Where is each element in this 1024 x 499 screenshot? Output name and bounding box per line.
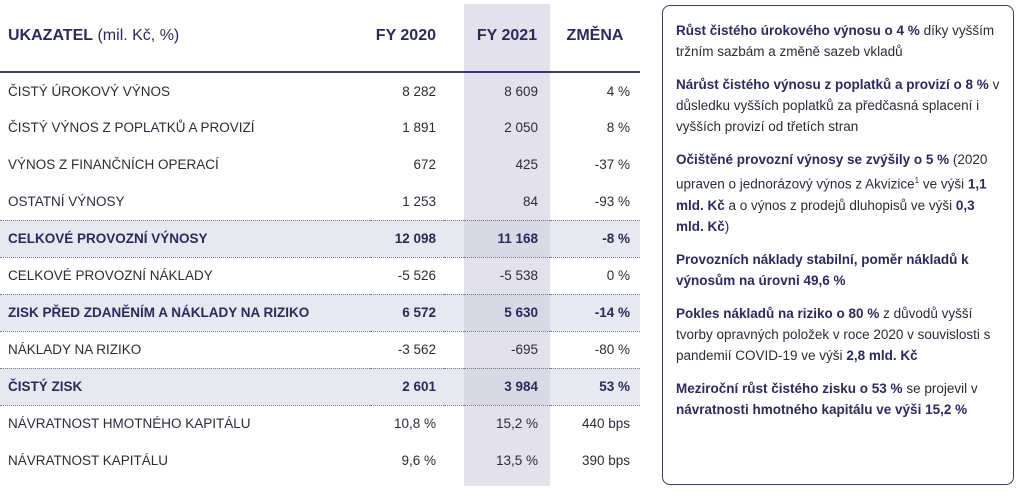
row-label: ČISTÝ ÚROKOVÝ VÝNOS <box>8 83 171 99</box>
row-fy2020: -5 526 <box>397 268 436 283</box>
row-change: 53 % <box>599 379 630 394</box>
table-row: VÝNOS Z FINANČNÍCH OPERACÍ 672 425 -37 % <box>0 146 640 183</box>
row-change: 390 bps <box>581 453 630 468</box>
note-interest-income: Růst čistého úrokového výnosu o 4 % díky… <box>676 23 995 59</box>
row-change: 0 % <box>606 268 630 283</box>
row-fy2021: 3 984 <box>504 379 538 394</box>
row-label: NÁVRATNOST HMOTNÉHO KAPITÁLU <box>8 416 251 432</box>
row-change: 440 bps <box>581 416 630 432</box>
row-fy2020: 1 891 <box>402 120 436 135</box>
financial-table: UKAZATEL (mil. Kč, %) FY 2020 FY 2021 ZM… <box>0 0 640 479</box>
note-risk-costs: Pokles nákladů na riziko o 80 % z důvodů… <box>676 305 991 363</box>
table-row: NÁVRATNOST HMOTNÉHO KAPITÁLU 10,8 % 15,2… <box>0 405 640 442</box>
row-label: ČISTÝ ZISK <box>8 379 83 394</box>
row-label: CELKOVÉ PROVOZNÍ VÝNOSY <box>8 231 208 246</box>
row-label: CELKOVÉ PROVOZNÍ NÁKLADY <box>8 268 213 283</box>
row-label: NÁVRATNOST KAPITÁLU <box>8 453 169 468</box>
row-fy2021: 425 <box>515 157 538 172</box>
row-label: ČISTÝ VÝNOS Z POPLATKŮ A PROVIZÍ <box>8 120 255 135</box>
row-fy2021: 8 609 <box>504 83 538 99</box>
note-net-profit: Meziroční růst čistého zisku o 53 % se p… <box>676 380 978 417</box>
table-row-total: CELKOVÉ PROVOZNÍ VÝNOSY 12 098 11 168 -8… <box>0 220 640 257</box>
header-fy2020: FY 2020 <box>375 26 436 44</box>
table-row-total: ZISK PŘED ZDANĚNÍM A NÁKLADY NA RIZIKO 6… <box>0 294 640 331</box>
table-row: NÁKLADY NA RIZIKO -3 562 -695 -80 % <box>0 331 640 368</box>
fy2021-column-highlight <box>464 4 550 486</box>
row-change: -37 % <box>594 157 630 172</box>
note-operating-costs: Provozních náklady stabilní, poměr nákla… <box>676 251 969 288</box>
header-fy2021: FY 2021 <box>476 26 538 44</box>
row-fy2021: 2 050 <box>504 120 538 135</box>
financial-table-section: UKAZATEL (mil. Kč, %) FY 2020 FY 2021 ZM… <box>0 0 640 486</box>
row-change: -14 % <box>594 305 630 320</box>
row-change: -80 % <box>594 342 630 357</box>
row-label: ZISK PŘED ZDANĚNÍM A NÁKLADY NA RIZIKO <box>8 305 310 320</box>
table-row-total: ČISTÝ ZISK 2 601 3 984 53 % <box>0 368 640 405</box>
row-fy2020: 672 <box>413 157 436 172</box>
row-change: 8 % <box>606 120 630 135</box>
row-fy2020: 9,6 % <box>401 453 436 468</box>
row-fy2020: -3 562 <box>397 342 436 357</box>
table-row: OSTATNÍ VÝNOSY 1 253 84 -93 % <box>0 183 640 220</box>
row-fy2021: 15,2 % <box>495 416 538 432</box>
row-fy2021: 11 168 <box>497 231 538 246</box>
row-label: VÝNOS Z FINANČNÍCH OPERACÍ <box>8 157 219 172</box>
note-adjusted-income: Očištěné provozní výnosy se zvýšily o 5 … <box>676 152 988 234</box>
table-row: ČISTÝ VÝNOS Z POPLATKŮ A PROVIZÍ 1 891 2… <box>0 109 640 146</box>
row-fy2021: 84 <box>522 193 538 209</box>
table-row: ČISTÝ ÚROKOVÝ VÝNOS 8 282 8 609 4 % <box>0 72 640 109</box>
row-fy2020: 2 601 <box>402 379 436 394</box>
header-indicator: UKAZATEL (mil. Kč, %) <box>8 26 180 44</box>
header-change: ZMĚNA <box>566 26 624 44</box>
row-fy2021: 5 630 <box>504 305 538 320</box>
note-fees-commissions: Nárůst čistého výnosu z poplatků a provi… <box>676 77 1000 134</box>
row-fy2020: 1 253 <box>402 193 436 209</box>
row-label: OSTATNÍ VÝNOSY <box>8 193 125 209</box>
table-header-row: UKAZATEL (mil. Kč, %) FY 2020 FY 2021 ZM… <box>0 0 640 72</box>
row-fy2020: 8 282 <box>402 83 436 99</box>
table-row: NÁVRATNOST KAPITÁLU 9,6 % 13,5 % 390 bps <box>0 442 640 479</box>
commentary-panel: Růst čistého úrokového výnosu o 4 % díky… <box>662 5 1014 485</box>
row-change: 4 % <box>606 83 630 99</box>
row-fy2021: 13,5 % <box>495 453 538 468</box>
row-fy2020: 10,8 % <box>393 416 436 432</box>
row-fy2020: 6 572 <box>402 305 436 320</box>
row-fy2021: -5 538 <box>499 268 538 283</box>
row-fy2021: -695 <box>510 342 538 357</box>
row-label: NÁKLADY NA RIZIKO <box>8 342 142 357</box>
row-change: -8 % <box>602 231 630 246</box>
table-row: CELKOVÉ PROVOZNÍ NÁKLADY -5 526 -5 538 0… <box>0 257 640 294</box>
row-fy2020: 12 098 <box>394 231 436 246</box>
row-change: -93 % <box>594 193 630 209</box>
